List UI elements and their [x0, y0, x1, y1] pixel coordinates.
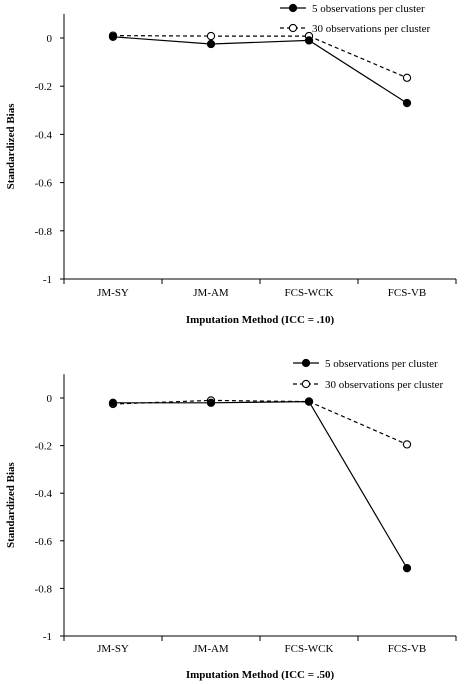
x-axis-title: Imputation Method (ICC = .10) [186, 314, 335, 326]
y-tick-label: -0.6 [35, 536, 53, 548]
y-tick-label: -0.2 [35, 441, 52, 453]
series-0-point-3 [402, 98, 412, 108]
y-tick-label: 0 [47, 33, 53, 45]
line-chart-icc-50: 0 -0.2 -0.4 -0.6 -0.8 -1 JM-SY JM-AM FCS-WCK FCS-… [5, 358, 457, 681]
x-tick-label: JM-AM [193, 287, 229, 299]
x-tick-label: JM-SY [97, 643, 129, 655]
series-line-1 [112, 35, 408, 79]
x-tick-label: FCS-VB [388, 643, 427, 655]
legend-marker-1 [301, 379, 311, 389]
series-1-point-1 [206, 31, 216, 41]
y-tick-label: -0.4 [35, 129, 53, 141]
legend-label-0: 5 observations per cluster [312, 3, 425, 15]
series-0-point-1 [206, 398, 216, 407]
legend-label-1: 30 observations per cluster [312, 23, 431, 35]
x-tick-label: FCS-WCK [285, 287, 334, 299]
series-0-point-2 [304, 397, 314, 406]
legend-label-0: 5 observations per cluster [325, 358, 438, 370]
y-tick-label: -0.8 [35, 226, 53, 238]
series-0-point-3 [402, 564, 412, 573]
series-1-point-3 [402, 440, 412, 449]
series-0-point-1 [206, 39, 216, 49]
series-1-point-3 [402, 73, 412, 82]
y-tick-label: -0.6 [35, 178, 53, 190]
x-tick-label: FCS-VB [388, 287, 427, 299]
legend-marker-0 [301, 358, 311, 368]
y-axis-title: Standardized Bias [5, 461, 17, 548]
chart-panel-icc-10: 0 -0.2 -0.4 -0.6 -0.8 -1 JM-SY JM-AM FCS-WCK FCS-… [5, 3, 457, 326]
y-tick-label: 0 [47, 393, 53, 405]
x-tick-label: JM-SY [97, 287, 129, 299]
y-tick-label: -0.4 [35, 488, 53, 500]
series-line-1 [112, 399, 408, 445]
line-chart-icc-10: 0 -0.2 -0.4 -0.6 -0.8 -1 JM-SY JM-AM FCS-WCK FCS-… [5, 3, 457, 326]
series-0-point-0 [108, 32, 118, 41]
x-tick-label: JM-AM [193, 643, 229, 655]
series-0-point-0 [108, 398, 118, 407]
series-line-0 [113, 400, 408, 569]
x-tick-label: FCS-WCK [285, 643, 334, 655]
chart-panel-icc-50: 0 -0.2 -0.4 -0.6 -0.8 -1 JM-SY JM-AM FCS-WCK FCS-… [0, 342, 474, 684]
legend-label-1: 30 observations per cluster [325, 379, 444, 391]
y-tick-label: -0.2 [35, 81, 52, 93]
y-tick-label: -1 [43, 274, 52, 286]
series-line-0 [112, 36, 408, 104]
series-0-point-2 [304, 36, 314, 45]
y-axis-title: Standardized Bias [5, 103, 17, 190]
x-axis-title: Imputation Method (ICC = .50) [186, 669, 335, 681]
y-tick-label: -0.8 [35, 583, 53, 595]
legend-marker-0 [288, 3, 298, 13]
y-tick-label: -1 [43, 631, 52, 643]
legend-marker-1 [288, 23, 298, 33]
